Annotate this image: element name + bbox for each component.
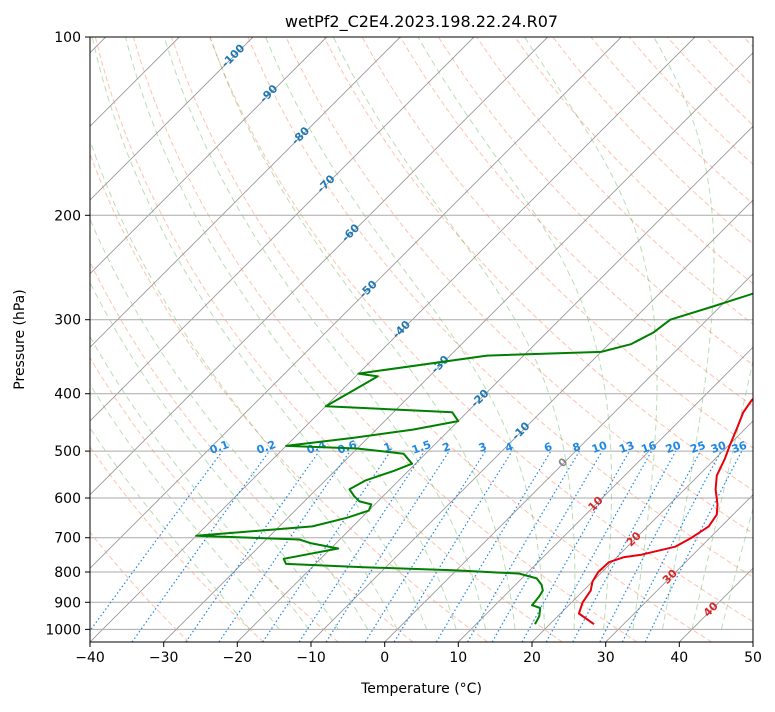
dry-adiabat <box>438 37 775 642</box>
temperature-profile <box>579 37 775 624</box>
mixing-ratio-label: 30 <box>709 439 728 457</box>
dry-adiabat <box>744 37 775 642</box>
mixing-ratio-line <box>436 451 551 642</box>
y-tick-label: 300 <box>54 313 81 329</box>
isotherm-line <box>679 37 775 642</box>
mixing-ratio-label: 10 <box>590 439 609 457</box>
mixing-ratio-label: 16 <box>639 439 658 457</box>
isotherm-line <box>0 37 474 642</box>
x-tick-label: 20 <box>523 650 541 666</box>
isotherm-label: -20 <box>468 387 491 410</box>
dry-adiabat <box>172 37 712 642</box>
moist-adiabat <box>38 37 368 629</box>
x-tick-label: −30 <box>149 650 179 666</box>
mixing-ratio-label: 3 <box>477 440 489 455</box>
moist-adiabat <box>210 37 515 629</box>
isotherm-line <box>753 37 775 642</box>
isotherm-label: -100 <box>219 41 248 70</box>
isotherm-line <box>458 37 775 642</box>
x-tick-label: −10 <box>296 650 326 666</box>
isotherm-label: -50 <box>357 277 380 300</box>
mixing-ratio-label: 8 <box>571 440 583 455</box>
isotherm-line <box>164 37 769 642</box>
y-tick-label: 500 <box>54 444 81 460</box>
isotherm-label: -60 <box>339 221 362 244</box>
mixing-ratio-line <box>299 451 424 642</box>
moist-adiabat <box>721 37 775 629</box>
isotherm-label: 0 <box>556 455 571 470</box>
isotherm-line <box>0 37 400 642</box>
isotherm-label: -80 <box>289 124 312 147</box>
y-tick-label: 200 <box>54 208 81 224</box>
mixing-ratio-line <box>573 451 676 642</box>
x-axis-label: Temperature (°C) <box>360 681 482 697</box>
y-axis-label: Pressure (hPa) <box>12 289 28 389</box>
isotherm-line <box>385 37 775 642</box>
isotherm-label: 30 <box>660 566 680 586</box>
isotherm-label: -40 <box>390 318 413 341</box>
x-tick-label: 10 <box>449 650 467 666</box>
y-tick-label: 600 <box>54 491 81 507</box>
moist-adiabat <box>0 37 250 629</box>
isotherm-label: -10 <box>509 419 532 442</box>
isotherm-line <box>311 37 775 642</box>
y-tick-label: 100 <box>54 30 81 46</box>
x-tick-label: −40 <box>75 650 105 666</box>
dry-adiabat <box>591 37 775 642</box>
moist-adiabat <box>333 37 575 629</box>
mixing-ratio-label: 6 <box>542 440 554 455</box>
isotherm-line <box>237 37 775 642</box>
moist-adiabat <box>654 37 714 629</box>
mixing-ratio-line <box>326 451 449 642</box>
x-tick-label: 40 <box>670 650 688 666</box>
y-tick-label: 900 <box>54 595 81 611</box>
mixing-ratio-label: 1.5 <box>410 438 433 457</box>
mixing-ratio-label: 2 <box>441 440 453 455</box>
isotherm-label: -90 <box>257 82 280 105</box>
mixing-ratio-line <box>82 451 223 642</box>
y-tick-label: 800 <box>54 565 81 581</box>
mixing-ratio-label: 0.1 <box>208 438 231 457</box>
x-tick-label: 30 <box>597 650 615 666</box>
x-tick-label: 50 <box>744 650 762 666</box>
isotherm-label: -30 <box>429 353 452 376</box>
y-tick-label: 1000 <box>45 622 81 638</box>
dry-adiabat <box>362 37 775 642</box>
y-tick-label: 700 <box>54 531 81 547</box>
dry-adiabat <box>667 37 775 642</box>
isotherm-label: 20 <box>624 529 644 549</box>
isotherm-line <box>90 37 695 642</box>
dewpoint-profile <box>196 37 775 624</box>
mixing-ratio-line <box>546 451 651 642</box>
dry-adiabat <box>477 37 775 642</box>
isotherm-label: 10 <box>586 494 606 514</box>
x-tick-label: −20 <box>223 650 253 666</box>
mixing-ratio-label: 20 <box>664 439 683 457</box>
x-tick-label: 0 <box>380 650 389 666</box>
mixing-ratio-label: 25 <box>688 439 707 456</box>
chart-title: wetPf2_C2E4.2023.198.22.24.R07 <box>285 12 558 32</box>
dry-adiabat <box>0 37 189 642</box>
dry-adiabat <box>0 37 263 642</box>
dry-adiabat <box>705 37 775 642</box>
dry-adiabat <box>19 37 413 642</box>
mixing-ratio-label: 13 <box>617 439 636 456</box>
mixing-ratio-line <box>600 451 701 642</box>
dry-adiabat <box>133 37 637 642</box>
isotherm-label: -70 <box>314 172 337 195</box>
moist-adiabat <box>692 37 775 629</box>
mixing-ratio-label: 0.2 <box>255 438 278 457</box>
isotherm-line <box>0 37 327 642</box>
isotherm-line <box>0 37 548 642</box>
moist-adiabat <box>418 37 612 629</box>
dry-adiabat <box>0 37 338 642</box>
moist-adiabat <box>92 37 426 629</box>
y-tick-label: 400 <box>54 387 81 403</box>
